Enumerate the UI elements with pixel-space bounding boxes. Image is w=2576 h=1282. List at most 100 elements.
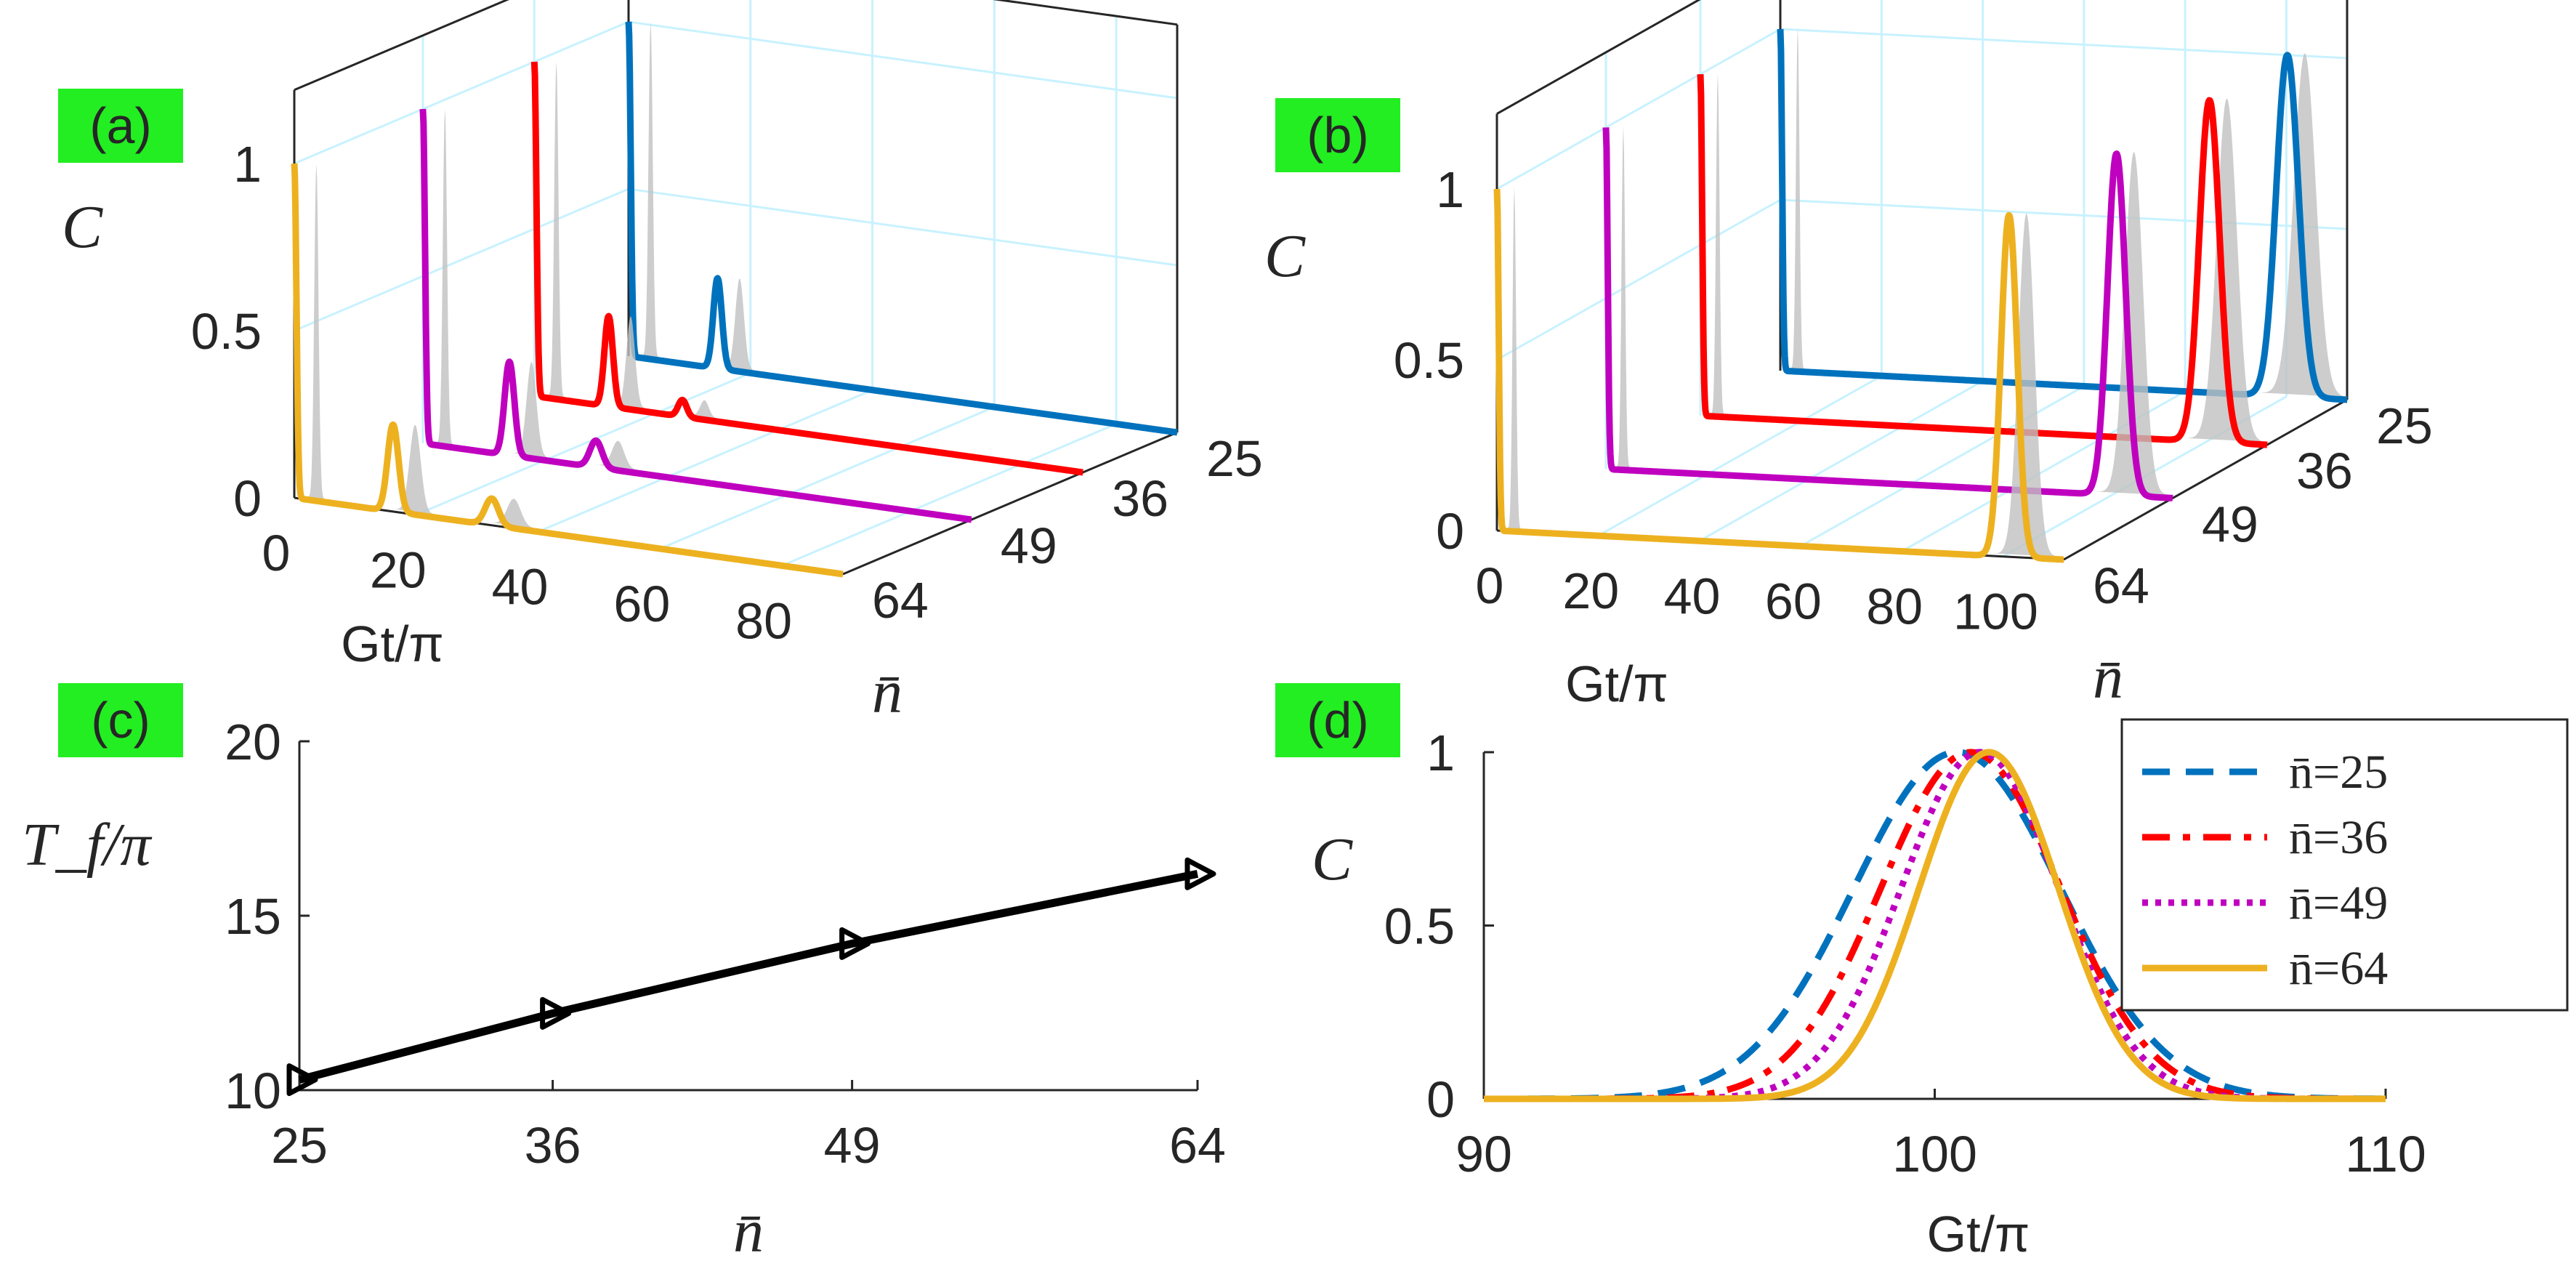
panel-b-series-n36 [1697,73,2270,448]
panel-b-z-tick-label: 0.5 [1394,332,1464,389]
panel-a-y-tick-label: 36 [1112,470,1168,527]
panel-a-box-edge [993,0,1178,26]
panel-d-legend-box [2120,718,2569,1012]
panel-a-x-tick-label: 40 [492,559,549,616]
panel-b-x-tick-label: 0 [1476,557,1504,614]
panel-a-z-tick-label: 0 [233,470,262,527]
panel-d-y-tick-label: 1 [1426,725,1455,781]
panel-a-x-tick-label: 20 [370,541,427,598]
panel-b-backwall-gridline [1780,28,2348,60]
panel-b-x-tick-label: 60 [1765,573,1822,629]
panel-b-y-axis-label: n̄ [2093,644,2123,711]
panel-d-x-axis-label: Gt/π [1927,1206,2030,1262]
panel-c-x-axis-label: n̄ [733,1198,764,1265]
panel-b-series-n64 [1493,188,2067,563]
panel-b-y-tick-label: 25 [2376,398,2433,454]
panel-a-waterfall: 0 20 40 60 80 25 36 49 64 0 0.5 1 Gt/π n̄ C [62,0,1263,726]
panel-label-d: (d) [1275,683,1400,757]
panel-a-z-tick-label: 0.5 [191,303,262,360]
panel-a-z-axis-label: C [62,193,103,261]
panel-c-series-line [298,870,1199,1084]
panel-a-sidewall-gridline [294,188,629,332]
panel-label-d-text: (d) [1307,692,1369,749]
panel-a-floor-gridline [537,389,873,533]
panel-b-sidewall-gridline [1496,28,1781,190]
panel-b-z-axis-label: C [1264,222,1306,290]
panel-c-y-axis-label: T_f/π [22,811,153,879]
panel-b-shadow-n64 [1501,188,2068,557]
panel-d-legend-label-n64: n̄=64 [2289,942,2388,995]
panel-a-floor-gridline [416,371,751,516]
panel-d-x-tick-label: 110 [2345,1126,2426,1182]
panel-a-x-tick-label: 0 [262,525,291,581]
panel-label-d-box [1275,683,1400,757]
panel-c-x-tick-label: 64 [1169,1117,1226,1174]
panel-d-legend-label-n25: n̄=25 [2289,746,2388,799]
panel-b-sidewall-gridline [1496,198,1781,361]
panel-d-x-tick-label: 100 [1892,1126,1977,1182]
panel-a-series-n25 [625,21,1180,436]
panel-c-line-chart: 25 36 49 64 10 15 20 n̄ T_f/π [22,714,1226,1265]
panel-c-marker [839,927,871,960]
panel-b-series-n25 [1777,28,2350,403]
panel-a-floor-gridline [659,406,995,550]
panel-a-y-tick-label: 64 [872,572,929,629]
panel-b-floor-gridline [1597,374,1883,537]
panel-a-series-n36 [530,61,1086,476]
panel-b-floor-gridline [1698,379,1984,542]
panel-a-box-edge [294,0,509,92]
panel-a-z-tick-label: 1 [233,136,262,193]
panel-label-a: (a) [58,89,183,163]
panel-b-backwall-gridline [1780,198,2348,230]
panel-c-x-tick-label: 49 [824,1117,881,1174]
panel-b-y-tick-label: 64 [2093,557,2149,614]
panel-b-x-tick-label: 40 [1664,568,1721,624]
panel-d-series-n36 [1482,749,2388,1102]
panel-d-legend-label-n36: n̄=36 [2289,811,2388,864]
panel-c-y-tick-label: 15 [225,888,281,945]
panel-a-y-tick-label: 25 [1206,430,1263,487]
panel-b-z-tick-label: 0 [1436,503,1464,560]
panel-b-series-n49 [1602,127,2176,501]
panel-c-y-tick-label: 10 [225,1063,281,1119]
panel-a-x-tick-label: 60 [613,576,670,632]
panel-c-x-tick-label: 36 [525,1117,581,1174]
panel-c-marker [540,996,572,1030]
panel-c-marker [1184,857,1216,890]
panel-a-x-tick-label: 80 [735,592,792,649]
panel-d-legend: n̄=25 n̄=36 n̄=49 n̄=64 [2120,718,2569,1012]
panel-b-box-edge [1496,0,1701,115]
panel-label-c: (c) [58,683,183,757]
panel-d-series-n64 [1482,749,2388,1102]
panel-label-b: (b) [1275,98,1400,172]
panel-b-x-tick-label: 20 [1562,563,1619,619]
panel-a-sidewall-gridline [294,20,629,165]
panel-d-y-tick-label: 0.5 [1384,898,1455,955]
panel-a-backwall-gridline [628,20,1178,100]
panel-d-y-axis-label: C [1312,826,1353,893]
panel-d-y-tick-label: 0 [1426,1071,1455,1128]
panel-b-z-tick-label: 1 [1436,161,1464,218]
panel-a-x-axis-label: Gt/π [341,616,444,672]
panel-a-series-n49 [419,108,974,523]
panel-label-b-text: (b) [1307,107,1369,164]
panel-b-waterfall: 0 20 40 60 80 100 25 36 49 64 0 0.5 1 Gt/π n̄ C [1264,0,2433,712]
panel-b-shadow-n36 [1704,73,2272,443]
panel-b-x-axis-label: Gt/π [1565,656,1668,712]
panel-c-marker [286,1063,318,1097]
panel-b-y-tick-label: 49 [2202,496,2258,552]
panel-c-x-tick-label: 25 [271,1117,328,1174]
panel-b-shadow-n25 [1784,28,2351,398]
panel-b-x-tick-label: 80 [1866,578,1923,635]
panel-d-legend-label-n49: n̄=49 [2289,876,2388,930]
panel-label-a-text: (a) [89,97,152,154]
panel-c-y-tick-label: 20 [225,714,281,770]
panel-b-shadow-n49 [1610,126,2177,496]
panel-b-x-tick-label: 100 [1953,584,2038,640]
panel-label-c-box [58,683,183,757]
panel-a-y-axis [842,431,1178,576]
panel-label-c-text: (c) [91,692,150,749]
panel-label-b-box [1275,98,1400,172]
panel-d-line-chart: 90 100 110 0 0.5 1 n̄=25 n̄=36 n̄=49 n̄=64 Gt/π C [1312,718,2569,1262]
